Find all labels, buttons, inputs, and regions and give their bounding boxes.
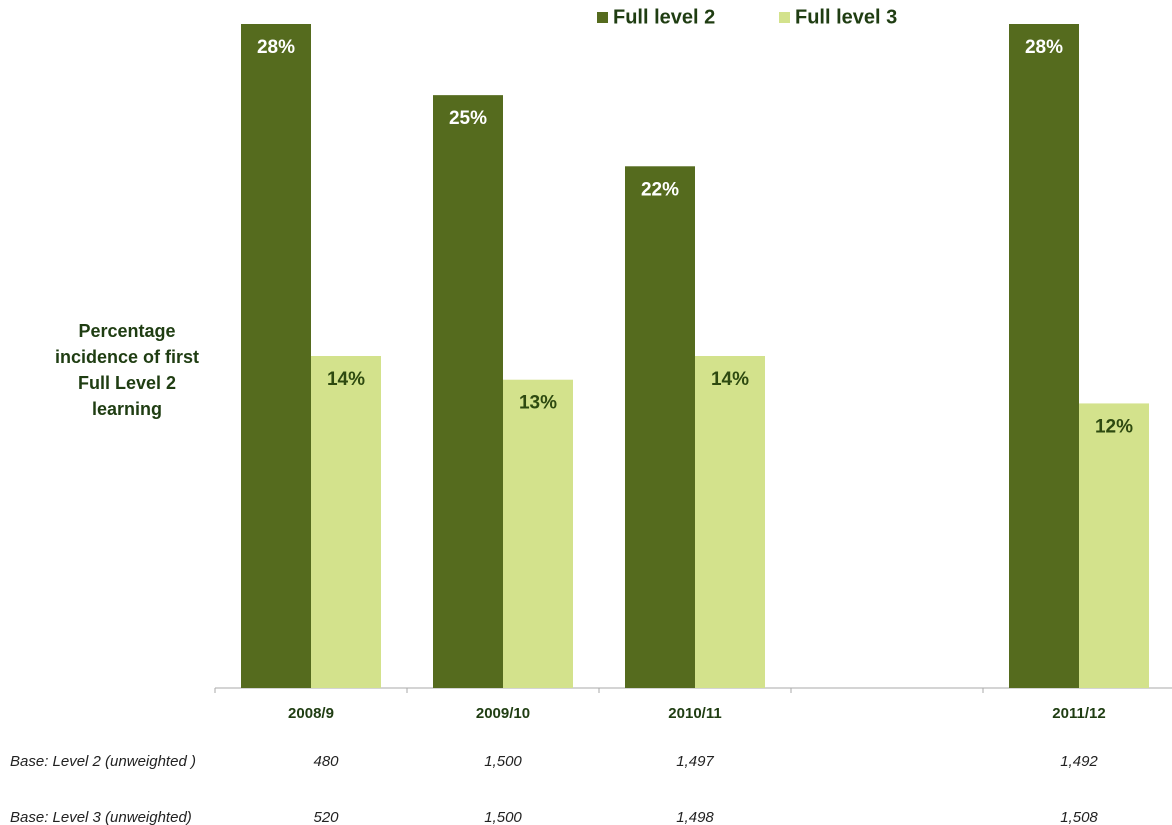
legend-label: Full level 3 — [795, 6, 897, 28]
bar — [1079, 403, 1149, 688]
bar — [695, 356, 765, 688]
data-label: 14% — [327, 369, 365, 390]
y-axis-label: Percentage incidence of first Full Level… — [54, 321, 200, 419]
data-label: 14% — [711, 369, 749, 390]
data-label: 28% — [1025, 37, 1063, 58]
x-tick-label: 2010/11 — [668, 705, 721, 722]
x-tick-label: 2009/10 — [476, 705, 530, 722]
bar — [1009, 24, 1079, 688]
legend-swatch — [779, 12, 790, 23]
data-label: 28% — [257, 37, 295, 58]
base-row-label: Base: Level 3 (unweighted) — [10, 809, 192, 825]
bar — [503, 379, 573, 688]
base-value: 1,497 — [676, 753, 714, 770]
x-tick-label: 2011/12 — [1052, 705, 1105, 722]
base-value: 480 — [313, 753, 339, 770]
x-tick-label: 2008/9 — [288, 705, 334, 722]
base-value: 520 — [313, 809, 339, 825]
data-label: 25% — [449, 108, 487, 129]
base-value: 1,500 — [484, 809, 522, 825]
base-value: 1,500 — [484, 753, 522, 770]
base-value: 1,492 — [1060, 753, 1098, 770]
base-value: 1,498 — [676, 809, 714, 825]
data-label: 12% — [1095, 416, 1133, 437]
bar — [433, 95, 503, 688]
data-label: 13% — [519, 393, 557, 414]
base-row-label: Base: Level 2 (unweighted ) — [10, 753, 196, 770]
base-value: 1,508 — [1060, 809, 1098, 825]
legend-swatch — [597, 12, 608, 23]
data-label: 22% — [641, 179, 679, 200]
bar — [241, 24, 311, 688]
bar — [311, 356, 381, 688]
legend-label: Full level 2 — [613, 6, 715, 28]
bar — [625, 166, 695, 689]
